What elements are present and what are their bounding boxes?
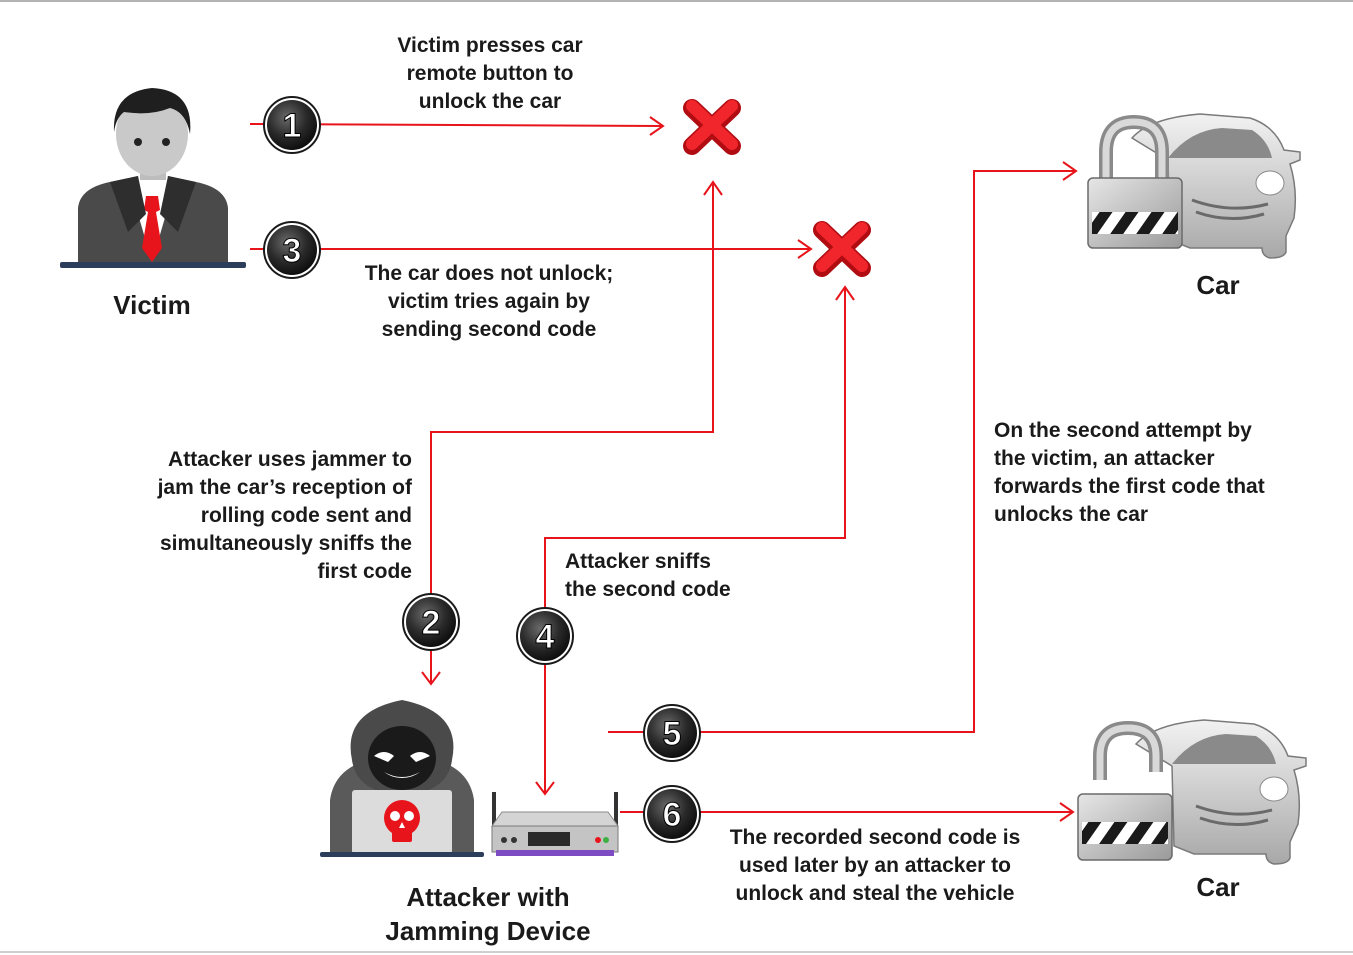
person-icon	[60, 88, 246, 268]
step-number-3: 3	[283, 232, 302, 270]
red-x-icon	[813, 221, 871, 277]
red-x-icon	[683, 99, 741, 155]
router-icon	[491, 792, 619, 856]
victim-label: Victim	[113, 290, 191, 320]
step-badge-5: 5	[643, 704, 701, 762]
step-number-2: 2	[422, 604, 441, 642]
step-number-1: 1	[283, 107, 302, 145]
skull-icon	[384, 800, 420, 842]
step-3-text: The car does not unlock; victim tries ag…	[364, 262, 614, 341]
step-number-5: 5	[663, 715, 682, 753]
step-badge-3: 3	[263, 221, 321, 279]
arrow-step-5	[608, 170, 1075, 733]
step-5-text: On the second attempt by the victim, an …	[994, 419, 1265, 526]
step-number-6: 6	[663, 796, 682, 834]
car-unlocked-label: Car	[1196, 872, 1240, 902]
arrow-step-2	[430, 183, 714, 655]
car-locked-label: Car	[1196, 270, 1240, 300]
attacker-label: Attacker with Jamming Device	[385, 882, 591, 946]
car-icon	[1134, 719, 1307, 865]
step-badge-1: 1	[263, 96, 321, 154]
step-1-text: Victim presses car remote button to unlo…	[397, 34, 583, 113]
step-4-text: Attacker sniffs the second code	[565, 550, 731, 601]
arrow-step-4	[544, 288, 846, 655]
step-6-text: The recorded second code is used later b…	[729, 826, 1021, 905]
step-badge-6: 6	[643, 785, 701, 843]
step-2-text: Attacker uses jammer to jam the car’s re…	[157, 448, 412, 583]
step-badge-4: 4	[516, 607, 574, 665]
step-badge-2: 2	[402, 593, 460, 651]
step-number-4: 4	[536, 618, 555, 656]
hacker-icon	[320, 700, 484, 857]
padlock-open-icon	[1077, 720, 1173, 861]
padlock-closed-icon	[1087, 114, 1183, 249]
